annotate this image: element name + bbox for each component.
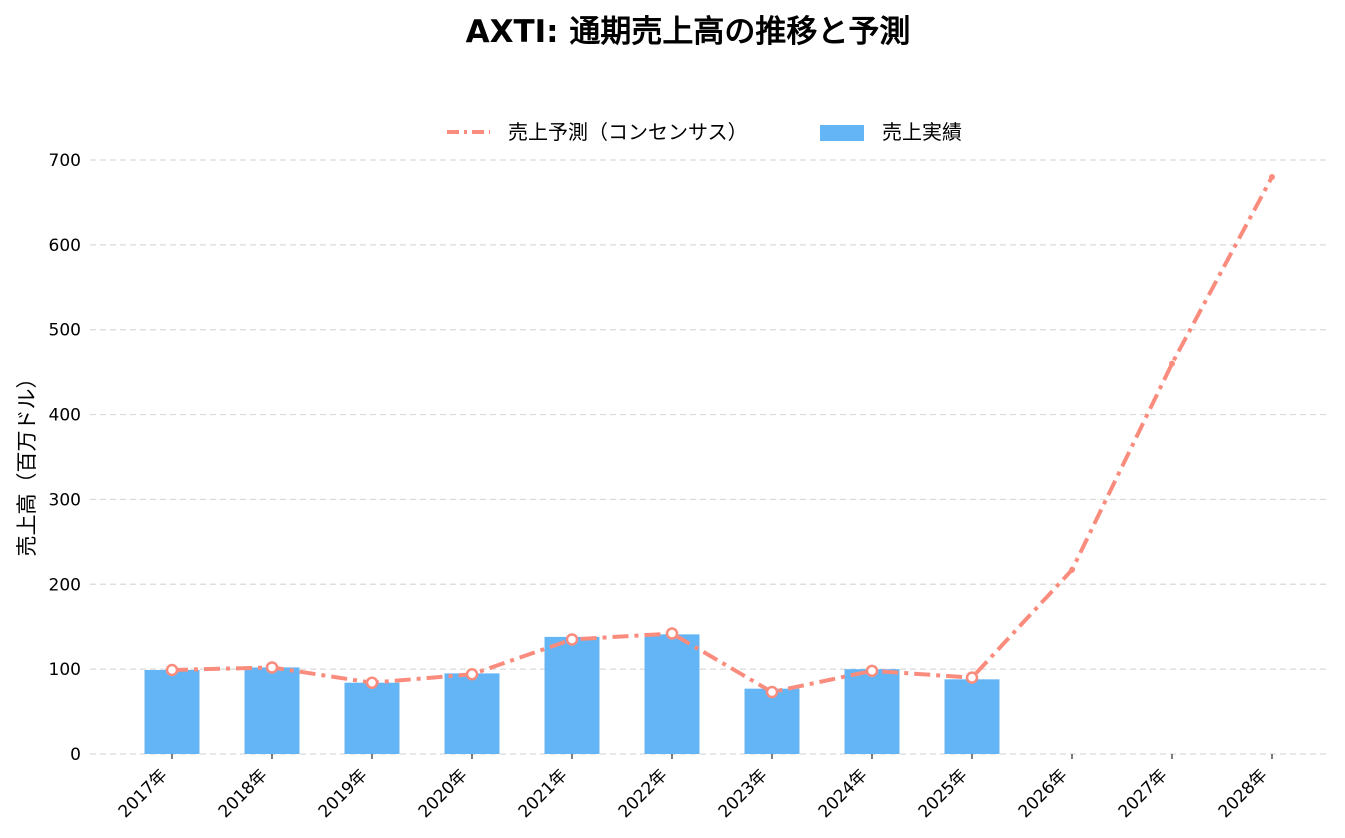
bar [344,682,400,754]
x-tick-label: 2022年 [615,765,672,822]
x-tick-label: 2026年 [1015,765,1072,822]
bar [144,669,200,754]
y-tick-label: 100 [49,660,81,680]
x-tick-label: 2024年 [815,765,872,822]
y-tick-label: 300 [49,490,81,510]
bar [644,634,700,754]
legend-bar-swatch [820,125,864,141]
y-tick-label: 0 [70,745,81,765]
x-tick-label: 2021年 [515,765,572,822]
line-point [965,671,979,684]
x-axis-ticks: 2017年 2018年 2019年 2020年 2021年 2022年 2023年 2024年… [115,754,1273,822]
y-tick-label: 200 [49,575,81,595]
x-tick-label: 2028年 [1215,765,1272,822]
line-point [865,664,879,678]
bar [244,667,300,754]
y-axis-label: 売上高（百万ドル） [15,368,39,557]
line-series [165,173,1275,699]
bar [444,673,500,754]
y-tick-label: 600 [49,236,81,256]
line-point [1069,566,1075,573]
legend-bar-label: 売上実績 [882,120,962,144]
y-tick-label: 500 [49,321,81,341]
forecast-line [171,176,1274,695]
x-tick-label: 2017年 [115,765,172,822]
line-point [1269,173,1275,180]
legend-line-label: 売上予測（コンセンサス） [508,120,748,144]
bar [544,636,600,754]
line-point [165,663,179,677]
line-point [1169,360,1175,367]
line-point [265,661,279,674]
line-point [565,633,579,646]
y-tick-label: 700 [49,151,81,171]
x-tick-label: 2025年 [915,765,972,822]
x-tick-label: 2023年 [715,765,772,822]
line-point [765,685,779,699]
x-tick-label: 2020年 [415,765,472,822]
y-axis-ticks: 0 100 200 300 400 500 600 700 [49,151,81,765]
line-point [365,676,379,689]
bar [744,688,800,754]
legend: 売上予測（コンセンサス） 売上実績 [447,120,962,144]
chart-title: AXTI: 通期売上高の推移と予測 [466,14,911,50]
y-tick-label: 400 [49,406,81,426]
line-point [465,667,479,681]
grid-lines [90,159,1328,755]
bar-series [144,634,1000,754]
bar [844,669,900,754]
x-tick-label: 2018年 [215,765,272,822]
x-tick-label: 2027年 [1115,765,1172,822]
line-point [665,627,679,640]
bar [944,679,1000,754]
x-tick-label: 2019年 [315,765,372,822]
